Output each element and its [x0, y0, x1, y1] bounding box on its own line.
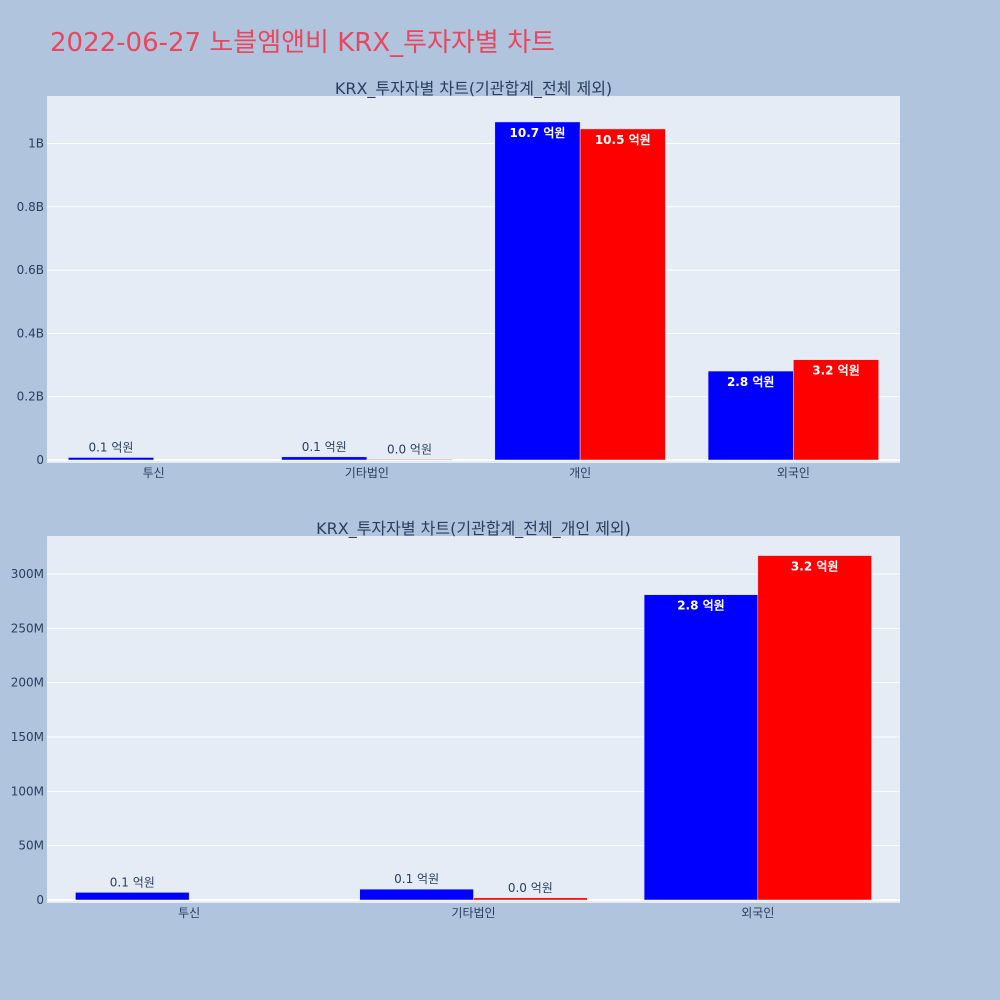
x-tick-label: 기타법인 — [345, 466, 389, 480]
x-tick-label: 기타법인 — [451, 906, 495, 920]
data-label: 0.1 억원 — [110, 875, 155, 889]
y-tick-label: 0.8B — [17, 200, 44, 214]
bar — [281, 456, 368, 461]
y-tick-label: 200M — [11, 676, 44, 690]
page-title: 2022-06-27 노블엠앤비 KRX_투자자별 차트 — [50, 28, 555, 58]
y-tick-label: 50M — [18, 839, 44, 853]
data-label: 10.5 억원 — [595, 133, 651, 147]
x-tick-label: 외국인 — [741, 906, 774, 920]
data-label: 0.0 억원 — [508, 881, 553, 895]
x-tick-label: 투신 — [178, 906, 200, 920]
data-label: 0.1 억원 — [88, 440, 133, 454]
y-tick-label: 250M — [11, 621, 44, 635]
y-tick-label: 0.4B — [17, 326, 44, 340]
bar — [75, 892, 190, 901]
chart-title: KRX_투자자별 차트(기관합계_전체 제외) — [335, 79, 612, 99]
y-tick-label: 0 — [36, 893, 44, 907]
data-label: 3.2 억원 — [812, 364, 860, 378]
data-label: 0.1 억원 — [394, 872, 439, 886]
bar — [579, 128, 666, 461]
bar — [366, 459, 453, 461]
bar — [68, 457, 154, 461]
data-label: 2.8 억원 — [727, 375, 775, 389]
bar — [359, 888, 474, 901]
data-label: 3.2 억원 — [791, 560, 839, 574]
bar — [494, 121, 581, 461]
x-tick-label: 투신 — [143, 466, 165, 480]
chart-investor-all: KRX_투자자별 차트(기관합계_전체 제외) 0 0.2B 0.4B 0.6B 0.8B… — [17, 79, 900, 480]
data-label: 10.7 억원 — [510, 126, 566, 140]
bar — [707, 370, 794, 461]
y-tick-label: 0.2B — [17, 390, 44, 404]
x-tick-label: 외국인 — [777, 466, 810, 480]
y-tick-label: 150M — [11, 730, 44, 744]
bar — [473, 897, 588, 901]
chart-title: KRX_투자자별 차트(기관합계_전체_개인 제외) — [316, 519, 631, 539]
bar — [757, 555, 872, 901]
y-tick-label: 300M — [11, 567, 44, 581]
data-label: 0.1 억원 — [302, 440, 347, 454]
bar — [643, 594, 759, 901]
y-tick-label: 1B — [28, 136, 44, 150]
data-label: 2.8 억원 — [677, 599, 725, 613]
y-tick-label: 0.6B — [17, 263, 44, 277]
data-label: 0.0 억원 — [387, 442, 432, 456]
y-tick-label: 0 — [36, 453, 44, 467]
x-tick-label: 개인 — [569, 466, 591, 480]
y-tick-label: 100M — [11, 784, 44, 798]
bar — [793, 359, 879, 461]
